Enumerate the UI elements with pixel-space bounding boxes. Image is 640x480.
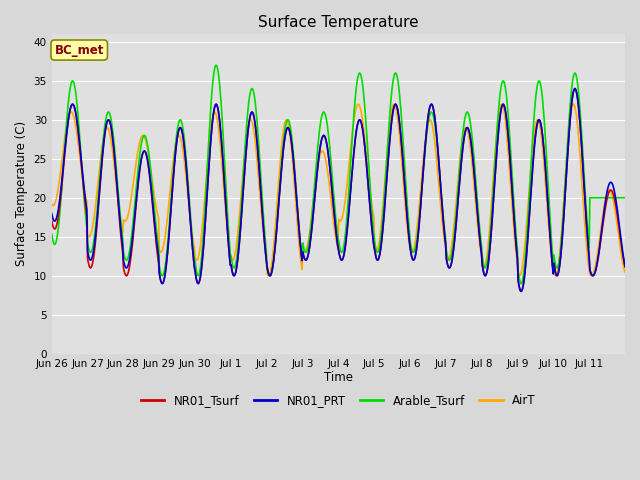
Legend: NR01_Tsurf, NR01_PRT, Arable_Tsurf, AirT: NR01_Tsurf, NR01_PRT, Arable_Tsurf, AirT <box>136 389 541 412</box>
Y-axis label: Surface Temperature (C): Surface Temperature (C) <box>15 121 28 266</box>
Text: BC_met: BC_met <box>54 44 104 57</box>
Title: Surface Temperature: Surface Temperature <box>258 15 419 30</box>
X-axis label: Time: Time <box>324 372 353 384</box>
